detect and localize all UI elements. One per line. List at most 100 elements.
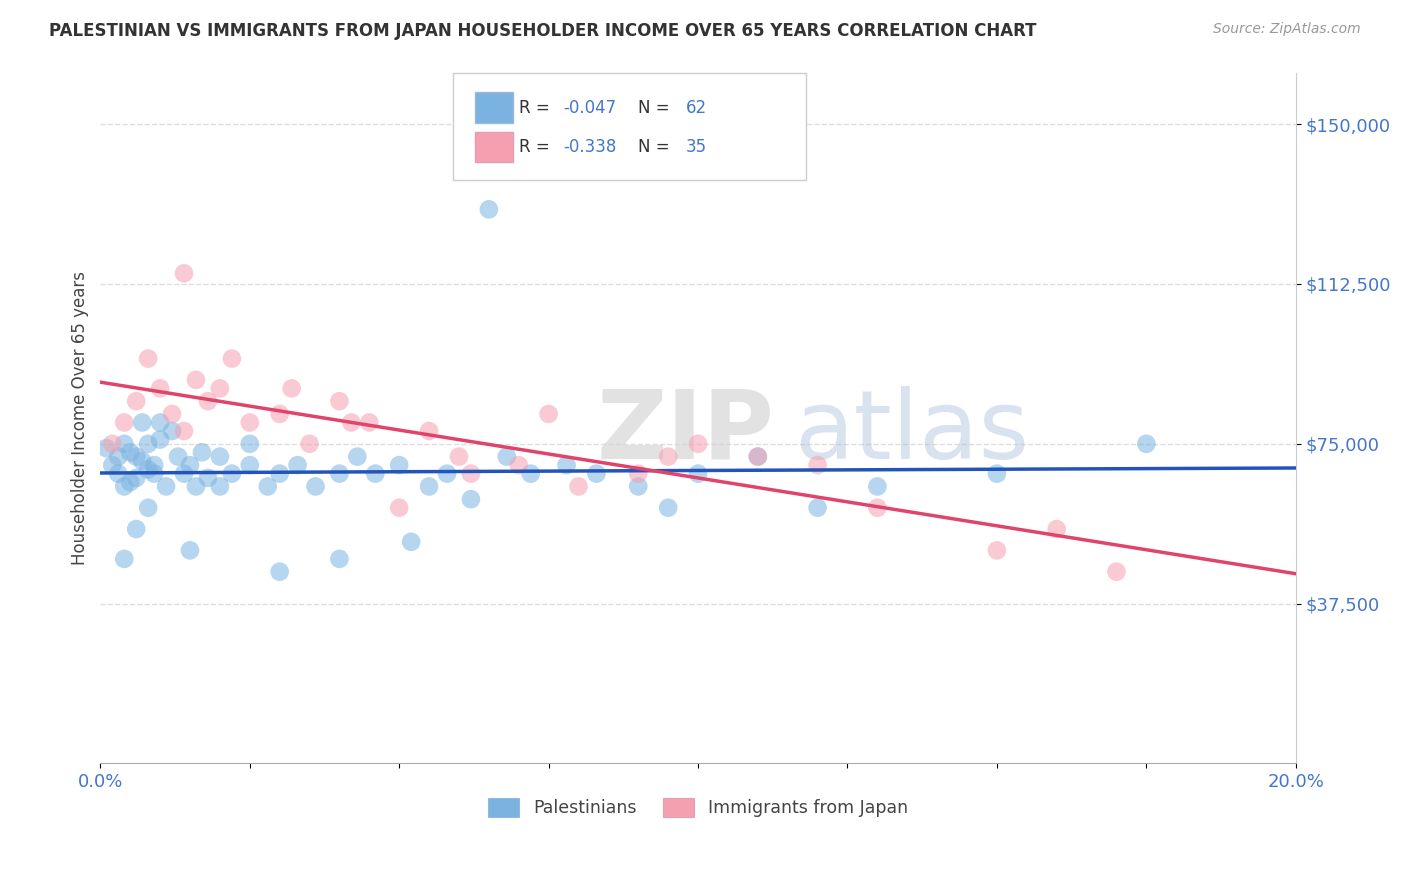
Point bbox=[173, 266, 195, 280]
Point bbox=[173, 467, 195, 481]
Y-axis label: Householder Income Over 65 years: Householder Income Over 65 years bbox=[72, 271, 89, 566]
Point bbox=[657, 500, 679, 515]
Point bbox=[136, 351, 159, 366]
Point bbox=[184, 479, 207, 493]
Point bbox=[1105, 565, 1128, 579]
Point bbox=[160, 407, 183, 421]
Point bbox=[125, 394, 148, 409]
Point bbox=[239, 458, 262, 472]
Point bbox=[120, 445, 142, 459]
Point bbox=[112, 552, 135, 566]
Point bbox=[447, 450, 470, 464]
Point bbox=[747, 450, 769, 464]
Text: -0.338: -0.338 bbox=[562, 138, 616, 156]
Point bbox=[239, 416, 262, 430]
Point bbox=[657, 450, 679, 464]
FancyBboxPatch shape bbox=[474, 92, 513, 123]
Point bbox=[269, 467, 291, 481]
Point bbox=[197, 394, 219, 409]
Text: 62: 62 bbox=[686, 98, 707, 117]
Point bbox=[585, 467, 607, 481]
Text: Source: ZipAtlas.com: Source: ZipAtlas.com bbox=[1213, 22, 1361, 37]
Point bbox=[388, 500, 411, 515]
Text: R =: R = bbox=[519, 138, 555, 156]
Point bbox=[208, 450, 231, 464]
Point bbox=[269, 565, 291, 579]
Point bbox=[112, 416, 135, 430]
Point bbox=[179, 543, 201, 558]
Point bbox=[136, 462, 159, 476]
Point bbox=[388, 458, 411, 472]
Point bbox=[149, 433, 172, 447]
Point bbox=[1046, 522, 1069, 536]
Point bbox=[173, 424, 195, 438]
Point bbox=[555, 458, 578, 472]
Point bbox=[495, 450, 517, 464]
Point bbox=[96, 441, 118, 455]
Point bbox=[125, 471, 148, 485]
Point bbox=[340, 416, 363, 430]
Point bbox=[112, 479, 135, 493]
Point bbox=[866, 500, 889, 515]
Point bbox=[167, 450, 190, 464]
Point bbox=[107, 467, 129, 481]
Point bbox=[221, 351, 243, 366]
Point bbox=[287, 458, 309, 472]
Point bbox=[460, 467, 482, 481]
Point bbox=[112, 437, 135, 451]
Point bbox=[149, 381, 172, 395]
Text: PALESTINIAN VS IMMIGRANTS FROM JAPAN HOUSEHOLDER INCOME OVER 65 YEARS CORRELATIO: PALESTINIAN VS IMMIGRANTS FROM JAPAN HOU… bbox=[49, 22, 1036, 40]
Text: R =: R = bbox=[519, 98, 555, 117]
Point bbox=[508, 458, 530, 472]
Point bbox=[328, 394, 350, 409]
Text: N =: N = bbox=[638, 98, 675, 117]
FancyBboxPatch shape bbox=[474, 132, 513, 162]
Point bbox=[131, 416, 153, 430]
Point bbox=[101, 437, 124, 451]
Point bbox=[107, 450, 129, 464]
Point bbox=[191, 445, 214, 459]
Point bbox=[256, 479, 278, 493]
Point bbox=[986, 467, 1008, 481]
Point bbox=[143, 467, 166, 481]
Point bbox=[418, 424, 440, 438]
Point bbox=[125, 450, 148, 464]
Point bbox=[627, 479, 650, 493]
Point bbox=[328, 467, 350, 481]
Text: 35: 35 bbox=[686, 138, 707, 156]
Point bbox=[239, 437, 262, 451]
Point bbox=[399, 534, 422, 549]
Point bbox=[125, 522, 148, 536]
Point bbox=[136, 437, 159, 451]
Point bbox=[986, 543, 1008, 558]
Point bbox=[208, 479, 231, 493]
Point bbox=[346, 450, 368, 464]
Point bbox=[807, 500, 830, 515]
Point bbox=[686, 437, 709, 451]
Point bbox=[807, 458, 830, 472]
Point bbox=[866, 479, 889, 493]
Point bbox=[460, 492, 482, 507]
Point bbox=[364, 467, 387, 481]
Point bbox=[155, 479, 177, 493]
Point bbox=[136, 500, 159, 515]
Point bbox=[280, 381, 302, 395]
Point bbox=[269, 407, 291, 421]
Point bbox=[143, 458, 166, 472]
Point bbox=[160, 424, 183, 438]
Text: N =: N = bbox=[638, 138, 675, 156]
Point bbox=[567, 479, 589, 493]
Point bbox=[686, 467, 709, 481]
Point bbox=[101, 458, 124, 472]
Point bbox=[436, 467, 458, 481]
Point bbox=[537, 407, 560, 421]
Text: atlas: atlas bbox=[794, 385, 1029, 478]
Point bbox=[131, 454, 153, 468]
Point bbox=[304, 479, 326, 493]
Point bbox=[221, 467, 243, 481]
Point bbox=[359, 416, 381, 430]
Text: ZIP: ZIP bbox=[596, 385, 775, 478]
Point bbox=[208, 381, 231, 395]
Point bbox=[1135, 437, 1157, 451]
Point bbox=[184, 373, 207, 387]
